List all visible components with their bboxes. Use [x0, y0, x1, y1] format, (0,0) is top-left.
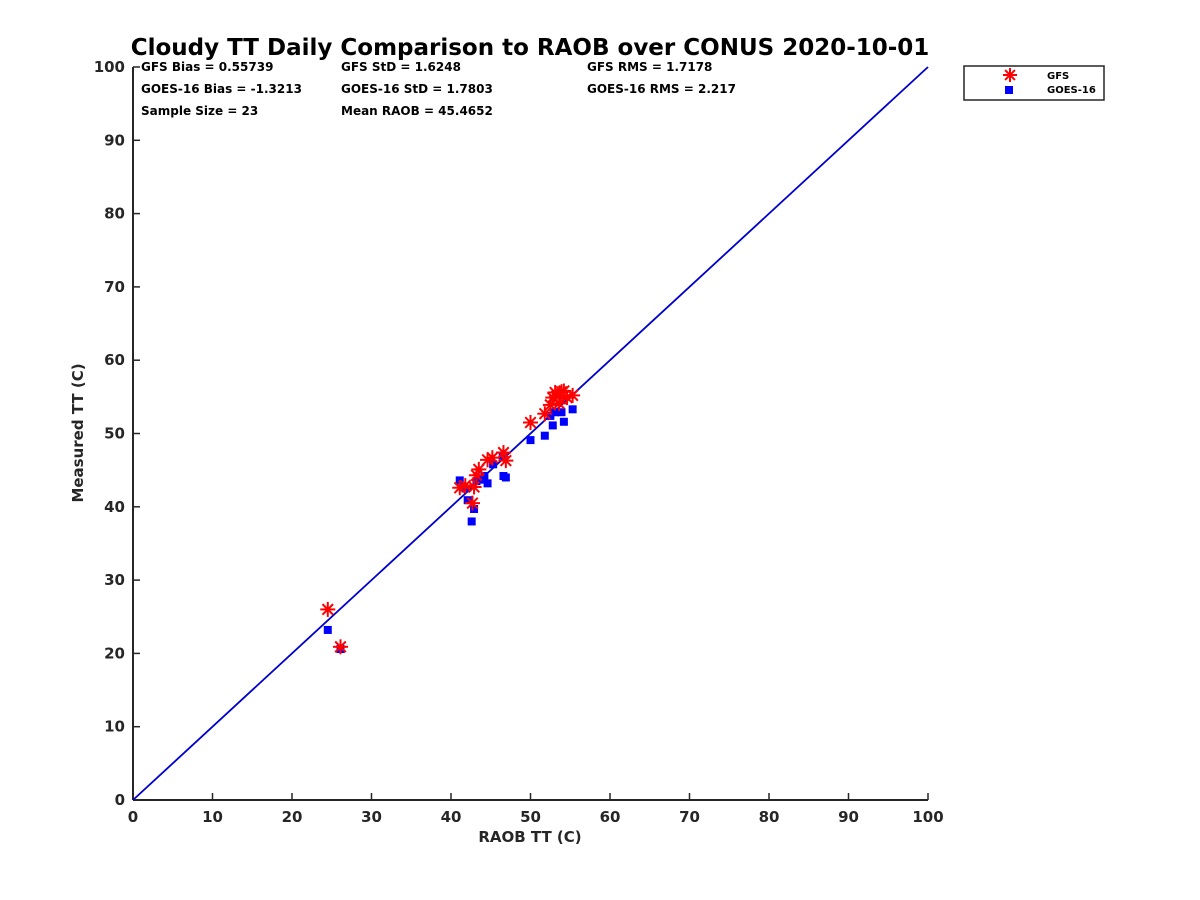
y-tick-label: 40 [104, 498, 125, 516]
goes16-point [467, 517, 476, 526]
goes16-point [323, 625, 332, 634]
y-axis-label: Measured TT (C) [69, 363, 87, 502]
stat-sample-size: Sample Size = 23 [141, 104, 258, 118]
x-tick-label: 80 [759, 808, 780, 826]
y-tick-label: 0 [115, 791, 125, 809]
goes16-point [546, 411, 555, 420]
stat-gfs-bias: GFS Bias = 0.55739 [141, 60, 273, 74]
legend-square [1005, 86, 1013, 94]
legend-marker-goes [1005, 86, 1013, 94]
goes16-point [557, 408, 566, 417]
y-tick-label: 60 [104, 351, 125, 369]
y-tick-label: 10 [104, 718, 125, 736]
y-tick-label: 30 [104, 571, 125, 589]
legend-label-goes: GOES-16 [1047, 85, 1096, 96]
legend-marker-gfs [1003, 68, 1017, 82]
goes16-point [483, 479, 492, 488]
goes16-point [501, 473, 510, 482]
gfs-point [471, 461, 487, 477]
stat-gfs-std: GFS StD = 1.6248 [341, 60, 461, 74]
gfs-point [332, 639, 348, 655]
x-tick-label: 10 [202, 808, 223, 826]
goes16-point [548, 421, 557, 430]
gfs-point [537, 406, 553, 422]
axes: 0 10 20 30 40 50 60 70 80 90 100 0 10 20 30 40 50 60 70 80 9… [94, 58, 944, 826]
goes16-point [559, 417, 568, 426]
y-tick-label: 100 [94, 58, 125, 76]
x-axis-label: RAOB TT (C) [478, 828, 581, 846]
data-points [320, 383, 581, 655]
x-tick-label: 0 [128, 808, 138, 826]
gfs-point [498, 453, 514, 469]
x-tick-label: 60 [600, 808, 621, 826]
y-tick-label: 80 [104, 205, 125, 223]
goes16-point [568, 405, 577, 414]
x-tick-label: 90 [838, 808, 859, 826]
stat-mean-raob: Mean RAOB = 45.4652 [341, 104, 493, 118]
chart-title: Cloudy TT Daily Comparison to RAOB over … [131, 35, 930, 61]
stat-goes-std: GOES-16 StD = 1.7803 [341, 82, 493, 96]
x-tick-label: 70 [679, 808, 700, 826]
gfs-point [320, 601, 336, 617]
legend-label-gfs: GFS [1047, 71, 1069, 82]
goes16-point [463, 496, 472, 505]
one-to-one-line [132, 66, 929, 801]
goes16-point [470, 504, 479, 513]
x-tick-label: 20 [282, 808, 303, 826]
legend-asterisk [1003, 68, 1017, 82]
goes16-point [540, 431, 549, 440]
gfs-point [464, 495, 480, 511]
stats-block: GFS Bias = 0.55739 GFS StD = 1.6248 GFS … [141, 60, 736, 118]
gfs-point [565, 387, 581, 403]
y-tick-label: 20 [104, 644, 125, 662]
goes16-point [526, 436, 535, 445]
x-tick-label: 100 [912, 808, 943, 826]
gfs-point [551, 395, 567, 411]
gfs-point [484, 450, 500, 466]
reference-line-group [132, 66, 929, 801]
y-tick-label: 50 [104, 425, 125, 443]
gfs-point [523, 415, 538, 431]
stat-goes-bias: GOES-16 Bias = -1.3213 [141, 82, 302, 96]
legend-box [963, 65, 1105, 101]
goes16-point [551, 408, 560, 417]
x-tick-label: 30 [361, 808, 382, 826]
stat-gfs-rms: GFS RMS = 1.7178 [587, 60, 712, 74]
stat-goes-rms: GOES-16 RMS = 2.217 [587, 82, 736, 96]
x-tick-label: 40 [441, 808, 462, 826]
x-tick-label: 50 [520, 808, 541, 826]
goes16-point [480, 472, 489, 481]
y-tick-label: 70 [104, 278, 125, 296]
gfs-point [457, 478, 473, 494]
legend: GFS GOES-16 [963, 65, 1105, 101]
y-tick-label: 90 [104, 131, 125, 149]
